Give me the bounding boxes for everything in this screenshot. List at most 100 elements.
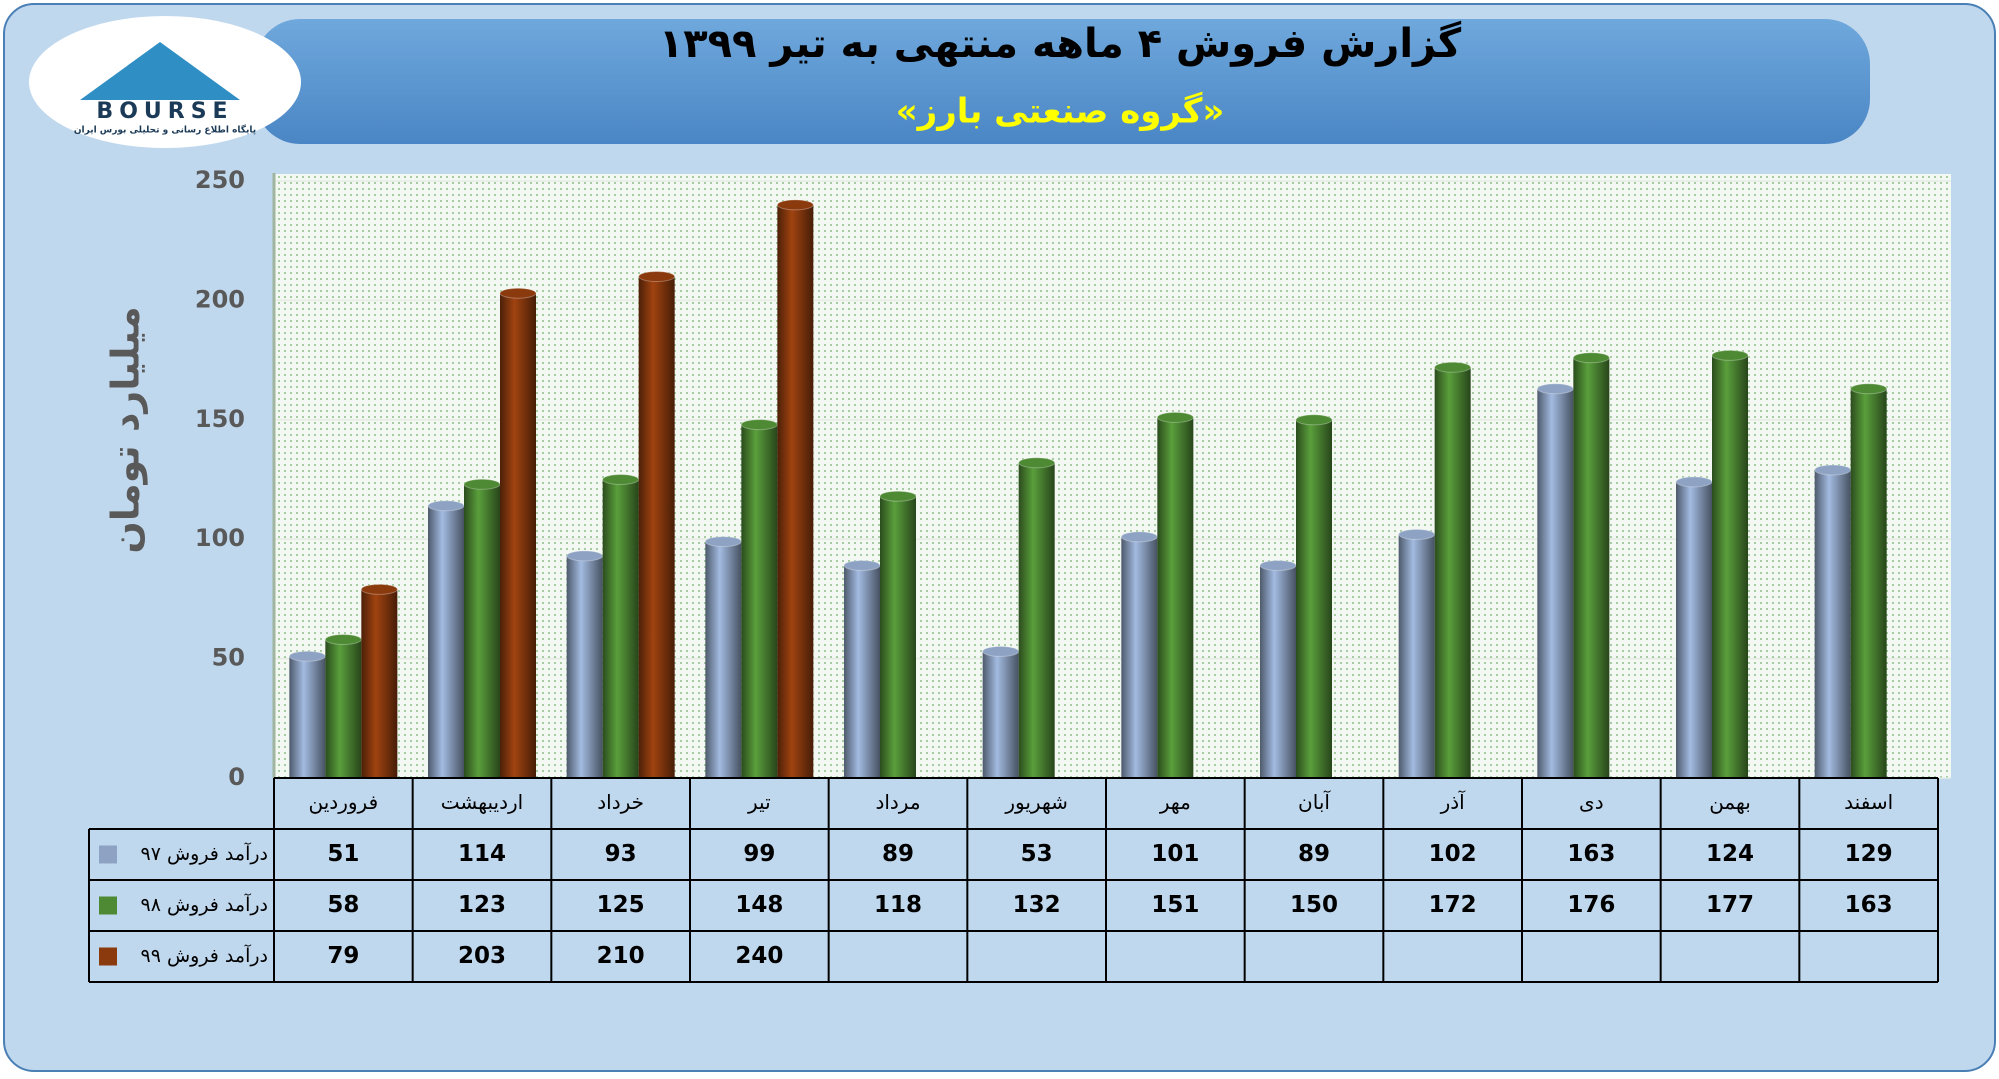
bar [602,479,639,778]
legend-label: درآمد فروش ۹۷ [140,841,268,865]
bar [705,541,742,778]
bar-cap [1572,352,1610,364]
bar-cap [1850,383,1888,395]
table-value: 124 [1706,841,1754,867]
bar-cap [1814,464,1852,476]
legend-label: درآمد فروش ۹۸ [140,892,268,916]
bar-cap [1120,531,1158,543]
bar [844,565,880,778]
bar [566,555,603,778]
y-tick-label: 250 [195,166,245,194]
bar [1537,388,1574,778]
x-tick-label: تیر [747,790,771,814]
bar-cap [499,287,537,299]
table-value: 176 [1567,892,1615,918]
bar [880,496,916,778]
bar [325,639,362,778]
bar [1573,357,1610,778]
table-value: 203 [458,943,506,969]
bar [1712,355,1748,778]
chart-subtitle: «گروه صنعتی بارز» [896,92,1225,132]
table-value: 118 [874,892,922,918]
bar-cap [638,271,676,283]
header-banner [255,19,1870,144]
x-tick-label: آبان [1298,789,1331,814]
bar-cap [1675,476,1713,488]
table-value: 148 [735,892,783,918]
bar-cap [427,500,465,512]
bar [1398,534,1435,778]
bar [428,505,464,778]
y-tick-label: 150 [195,405,245,433]
legend-swatch [99,947,117,966]
bar [1260,565,1296,778]
bar [1676,481,1712,778]
table-value: 89 [1298,841,1330,867]
table-value: 172 [1429,892,1477,918]
legend-label: درآمد فروش ۹۹ [140,943,268,967]
table-value: 163 [1567,841,1615,867]
bar-cap [1295,414,1333,426]
table-value: 89 [882,841,914,867]
x-tick-label: آذر [1440,789,1467,814]
logo-text: BOURSE [96,99,233,124]
bar-cap [1398,528,1436,540]
table-value: 102 [1429,841,1477,867]
x-tick-label: بهمن [1709,790,1751,814]
bar [1850,388,1887,778]
bar-cap [1156,411,1194,423]
bar-cap [982,645,1020,657]
bar-cap [463,478,501,490]
table-value: 114 [458,841,506,867]
bar [500,293,536,778]
x-tick-label: شهریور [1004,790,1068,814]
legend-swatch [99,896,117,915]
bar [1121,536,1158,778]
bar-cap [602,474,640,485]
x-tick-label: مهر [1159,790,1191,814]
bar [638,276,675,778]
bar-cap [843,559,881,571]
y-tick-label: 100 [195,524,245,552]
table-value: 177 [1706,892,1754,918]
table-value: 163 [1845,892,1893,918]
y-tick-label: 0 [228,763,245,791]
table-value: 58 [327,892,359,918]
logo-shape [80,42,240,100]
y-tick-label: 50 [212,644,245,672]
bar [289,656,326,778]
table-value: 125 [597,892,645,918]
x-tick-label: اسفند [1844,790,1893,814]
logo-tagline: پایگاه اطلاع رسانی و تحلیلی بورس ایران [74,124,256,136]
bar-cap [704,536,742,548]
chart-title: گزارش فروش ۴ ماهه منتهی به تیر ۱۳۹۹ [659,20,1462,67]
x-tick-label: مرداد [875,790,920,814]
table-value: 53 [1021,841,1053,867]
bar-cap [1259,559,1297,571]
table-value: 150 [1290,892,1338,918]
bar [361,589,398,778]
bar-cap [1711,349,1749,361]
x-tick-label: خرداد [597,790,644,814]
table-value: 101 [1151,841,1199,867]
bar-cap [288,650,326,662]
y-tick-label: 200 [195,285,245,313]
bar-cap [566,550,604,562]
plot-area [274,174,1951,778]
legend-swatch [99,845,117,864]
bar [1434,367,1471,778]
bar [1018,462,1055,778]
table-value: 132 [1013,892,1061,918]
y-axis-label: میلیارد تومان [104,306,148,553]
table-value: 79 [327,943,359,969]
x-tick-label: فروردین [309,790,379,814]
x-tick-label: دی [1579,790,1604,814]
bar [1157,417,1194,778]
bar-cap [740,419,778,431]
table-value: 210 [597,943,645,969]
bar [464,484,500,778]
bar [1814,469,1851,778]
table-value: 93 [605,841,637,867]
bar-cap [360,583,398,595]
table-value: 51 [327,841,359,867]
